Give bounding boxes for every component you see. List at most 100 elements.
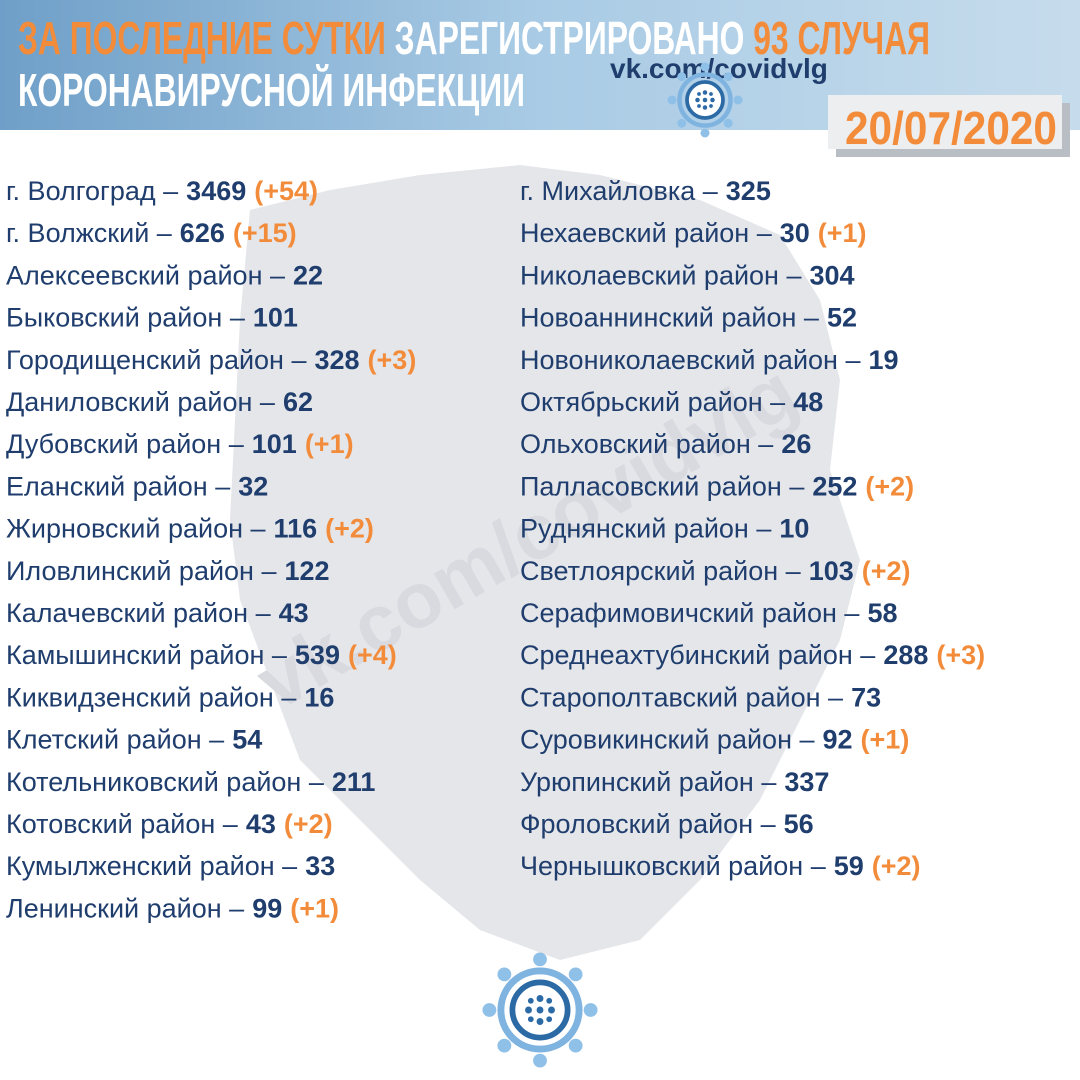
region-map xyxy=(230,165,860,960)
district-row: Алексеевский район – 22 xyxy=(6,260,323,290)
title-part: 93 СЛУЧАЯ xyxy=(753,12,930,64)
district-name: Калачевский район – xyxy=(6,598,271,628)
district-row: Старополтавский район – 73 xyxy=(520,682,881,712)
case-count: 101 xyxy=(253,303,298,333)
case-count: 252 xyxy=(812,471,857,501)
district-name: Котельниковский район – xyxy=(6,767,324,797)
case-change: (+1) xyxy=(818,218,867,248)
district-name: Городищенский район – xyxy=(6,345,306,375)
district-name: Иловлинский район – xyxy=(6,556,277,586)
case-change: (+2) xyxy=(862,556,911,586)
case-count: 56 xyxy=(784,809,814,839)
district-row: Киквидзенский район – 16 xyxy=(6,682,334,712)
title-line2: КОРОНАВИРУСНОЙ ИНФЕКЦИИ xyxy=(18,64,525,116)
virus-icon xyxy=(483,953,598,1068)
district-name: Светлоярский район – xyxy=(520,556,801,586)
district-name: Киквидзенский район – xyxy=(6,682,296,712)
district-row: Жирновский район – 116 (+2) xyxy=(6,514,374,544)
district-name: Кумылженский район – xyxy=(6,851,297,881)
case-change: (+1) xyxy=(305,429,354,459)
district-name: Клетский район – xyxy=(6,725,224,755)
title-part: ЗА ПОСЛЕДНИЕ СУТКИ xyxy=(18,12,386,64)
district-name: г. Волжский – xyxy=(6,218,172,248)
case-count: 52 xyxy=(827,303,857,333)
district-row: Серафимовичский район – 58 xyxy=(520,598,898,628)
district-row: Даниловский район – 62 xyxy=(6,387,313,417)
case-count: 103 xyxy=(809,556,854,586)
district-row: Иловлинский район – 122 xyxy=(6,556,330,586)
virus-icon xyxy=(668,63,743,138)
case-count: 62 xyxy=(283,387,313,417)
district-row: Ленинский район – 99 (+1) xyxy=(6,893,339,923)
case-count: 337 xyxy=(784,767,829,797)
case-change: (+54) xyxy=(254,176,318,206)
district-name: Старополтавский район – xyxy=(520,682,843,712)
case-count: 22 xyxy=(293,260,323,290)
district-name: Даниловский район – xyxy=(6,387,275,417)
district-name: Еланский район – xyxy=(6,471,230,501)
case-count: 32 xyxy=(238,471,268,501)
district-name: Новоаннинский район – xyxy=(520,303,819,333)
district-row: г. Михайловка – 325 xyxy=(520,176,771,206)
district-row: Октябрьский район – 48 xyxy=(520,387,823,417)
district-row: Нехаевский район – 30 (+1) xyxy=(520,218,867,248)
district-row: Калачевский район – 43 xyxy=(6,598,309,628)
case-count: 58 xyxy=(867,598,897,628)
district-name: Алексеевский район – xyxy=(6,260,285,290)
district-name: г. Михайловка – xyxy=(520,176,718,206)
date-box xyxy=(828,95,1062,149)
case-count: 288 xyxy=(883,640,928,670)
district-name: Котовский район – xyxy=(6,809,238,839)
case-change: (+1) xyxy=(290,893,339,923)
district-row: Фроловский район – 56 xyxy=(520,809,814,839)
district-row: Котовский район – 43 (+2) xyxy=(6,809,333,839)
case-count: 92 xyxy=(823,725,853,755)
case-change: (+2) xyxy=(865,471,914,501)
district-name: Фроловский район – xyxy=(520,809,776,839)
case-count: 48 xyxy=(793,387,823,417)
district-name: Дубовский район – xyxy=(6,429,244,459)
case-count: 325 xyxy=(726,176,771,206)
district-name: Урюпинский район – xyxy=(520,767,776,797)
case-change: (+3) xyxy=(936,640,985,670)
case-count: 26 xyxy=(781,429,811,459)
district-row: Камышинский район – 539 (+4) xyxy=(6,640,397,670)
district-row: Ольховский район – 26 xyxy=(520,429,811,459)
title-part: ЗАРЕГИСТРИРОВАНО xyxy=(386,12,753,64)
case-count: 43 xyxy=(246,809,276,839)
case-count: 211 xyxy=(332,767,376,797)
district-row: Суровикинский район – 92 (+1) xyxy=(520,725,909,755)
district-name: Николаевский район – xyxy=(520,260,801,290)
case-count: 116 xyxy=(274,514,318,544)
case-count: 3469 xyxy=(186,176,246,206)
district-name: Ольховский район – xyxy=(520,429,773,459)
case-count: 19 xyxy=(868,345,898,375)
district-row: Кумылженский район – 33 xyxy=(6,851,335,881)
case-count: 304 xyxy=(809,260,854,290)
district-name: Новониколаевский район – xyxy=(520,345,860,375)
district-row: Дубовский район – 101 (+1) xyxy=(6,429,354,459)
date: 20/07/2020 xyxy=(845,102,1057,154)
case-count: 73 xyxy=(851,682,881,712)
case-change: (+4) xyxy=(348,640,397,670)
district-row: Котельниковский район – 211 xyxy=(6,767,375,797)
district-name: Среднеахтубинский район – xyxy=(520,640,875,670)
district-name: Камышинский район – xyxy=(6,640,287,670)
district-row: Николаевский район – 304 xyxy=(520,260,855,290)
district-row: Светлоярский район – 103 (+2) xyxy=(520,556,911,586)
district-row: Урюпинский район – 337 xyxy=(520,767,829,797)
case-count: 33 xyxy=(305,851,335,881)
district-name: Быковский район – xyxy=(6,303,245,333)
district-row: Руднянский район – 10 xyxy=(520,514,809,544)
district-row: Быковский район – 101 xyxy=(6,303,298,333)
district-row: Новониколаевский район – 19 xyxy=(520,345,899,375)
district-name: Ленинский район – xyxy=(6,893,244,923)
case-count: 16 xyxy=(304,682,334,712)
case-count: 122 xyxy=(285,556,330,586)
case-count: 626 xyxy=(180,218,225,248)
district-row: Чернышковский район – 59 (+2) xyxy=(520,851,921,881)
case-count: 59 xyxy=(834,851,864,881)
case-count: 539 xyxy=(295,640,340,670)
